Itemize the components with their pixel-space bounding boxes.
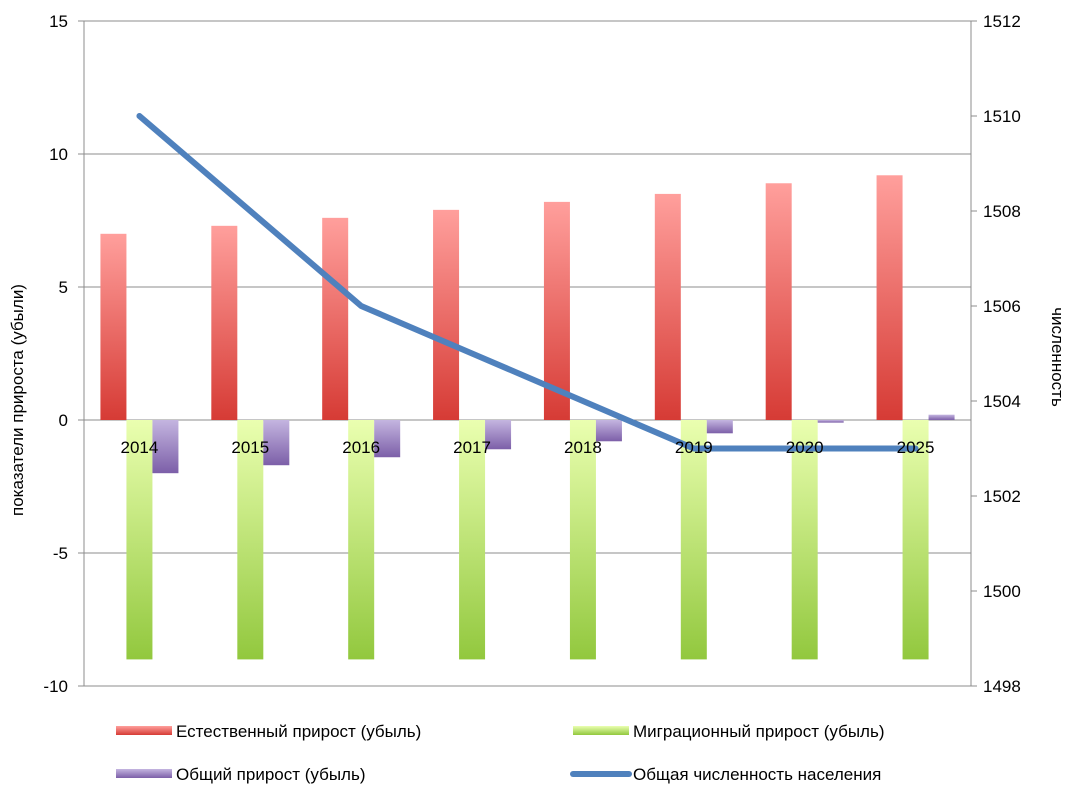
- migration-growth-bar: [680, 420, 707, 660]
- migration-growth-bar: [126, 420, 153, 660]
- y-tick-label: 10: [49, 145, 68, 164]
- y2-axis-label: численность: [1048, 307, 1067, 407]
- x-tick-label: 2014: [121, 438, 159, 457]
- natural-growth-bar: [322, 217, 349, 420]
- migration-growth-bar: [569, 420, 596, 660]
- x-tick-label: 2019: [675, 438, 713, 457]
- y-tick-label: -5: [53, 544, 68, 563]
- x-tick-label: 2015: [231, 438, 269, 457]
- legend-swatch: [116, 769, 172, 778]
- natural-growth-bar: [654, 193, 681, 420]
- migration-growth-bar: [237, 420, 264, 660]
- legend: Естественный прирост (убыль) Миграционный…: [116, 722, 885, 784]
- x-tick-label: 2017: [453, 438, 491, 457]
- y2-tick-label: 1508: [983, 202, 1021, 221]
- total-growth-bar: [817, 420, 844, 423]
- category-labels: 2014 2015 2016 2017 2018 2019 2020 2025: [121, 438, 935, 457]
- legend-label: Миграционный прирост (убыль): [633, 722, 885, 741]
- migration-growth-bar: [791, 420, 818, 660]
- total-growth-bar: [263, 420, 290, 466]
- legend-label: Естественный прирост (убыль): [176, 722, 421, 741]
- natural-growth-bar: [211, 225, 238, 420]
- y2-tick-label: 1500: [983, 582, 1021, 601]
- y2-tick-label: 1506: [983, 297, 1021, 316]
- legend-item: Общая численность населения: [570, 765, 881, 784]
- legend-item: Миграционный прирост (убыль): [573, 722, 885, 741]
- population-line: [136, 113, 919, 452]
- legend-swatch: [573, 726, 629, 735]
- natural-growth-bar: [876, 175, 903, 420]
- legend-label: Общий прирост (убыль): [176, 765, 365, 784]
- total-growth-bar: [706, 420, 733, 434]
- y-tick-label: 15: [49, 12, 68, 31]
- total-growth-bar: [928, 414, 955, 420]
- bars: [100, 175, 955, 660]
- y2-tick-label: 1512: [983, 12, 1021, 31]
- y-axis-label: показатели прироста (убыли): [8, 284, 27, 516]
- y2-tick-label: 1498: [983, 677, 1021, 696]
- y2-tick-label: 1502: [983, 487, 1021, 506]
- natural-growth-bar: [433, 209, 460, 420]
- legend-swatch: [116, 726, 172, 735]
- total-growth-bar: [595, 420, 622, 442]
- migration-growth-bar: [902, 420, 929, 660]
- axes: 151050-5-1015121510150815061504150215001…: [43, 12, 1020, 696]
- total-growth-bar: [485, 420, 512, 450]
- total-growth-bar: [152, 420, 179, 474]
- y-tick-label: 5: [59, 278, 68, 297]
- migration-growth-bar: [459, 420, 486, 660]
- legend-item: Общий прирост (убыль): [116, 765, 365, 784]
- y-tick-label: 0: [59, 411, 68, 430]
- y-tick-label: -10: [43, 677, 68, 696]
- natural-growth-bar: [100, 233, 127, 420]
- legend-label: Общая численность населения: [633, 765, 881, 784]
- population-series-line: [136, 113, 919, 452]
- x-tick-label: 2025: [897, 438, 935, 457]
- legend-item: Естественный прирост (убыль): [116, 722, 421, 741]
- x-tick-label: 2020: [786, 438, 824, 457]
- y2-tick-label: 1510: [983, 107, 1021, 126]
- natural-growth-bar: [765, 183, 792, 420]
- y2-tick-label: 1504: [983, 392, 1021, 411]
- migration-growth-bar: [348, 420, 375, 660]
- x-tick-label: 2018: [564, 438, 602, 457]
- x-tick-label: 2016: [342, 438, 380, 457]
- total-growth-bar: [374, 420, 401, 458]
